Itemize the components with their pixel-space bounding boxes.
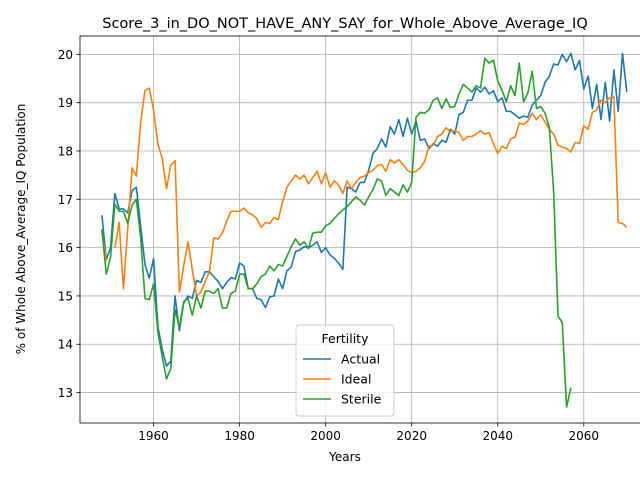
y-tick-label: 19 bbox=[58, 96, 73, 110]
series-line-ideal bbox=[101, 87, 628, 297]
x-tick-label: 2000 bbox=[310, 429, 341, 443]
y-axis-label: % of Whole Above_Average_IQ Population bbox=[14, 104, 28, 355]
y-tick-label: 16 bbox=[58, 241, 73, 255]
x-tick-label: 1960 bbox=[138, 429, 169, 443]
grid bbox=[80, 36, 640, 423]
plot-frame bbox=[79, 35, 640, 424]
x-tick-label: 2060 bbox=[569, 429, 600, 443]
series-line-actual bbox=[101, 52, 628, 367]
y-tick-label: 14 bbox=[58, 338, 73, 352]
x-tick-label: 2040 bbox=[482, 429, 513, 443]
x-axis-label: Years bbox=[328, 450, 361, 464]
x-axis: 1960 1980 2000 2020 2040 2060 bbox=[138, 423, 599, 443]
series-line-sterile bbox=[101, 57, 572, 408]
legend-title: Fertility bbox=[322, 331, 370, 346]
y-tick-label: 20 bbox=[58, 48, 73, 62]
chart-title: Score_3_in_DO_NOT_HAVE_ANY_SAY_for_Whole… bbox=[102, 16, 588, 32]
legend-box bbox=[295, 324, 395, 417]
x-tick-label: 1980 bbox=[224, 429, 255, 443]
legend-label-sterile: Sterile bbox=[341, 392, 382, 407]
y-axis: 13 14 15 16 17 18 19 20 bbox=[58, 48, 80, 400]
x-tick-label: 2020 bbox=[396, 429, 427, 443]
legend: Fertility Actual Ideal Sterile bbox=[295, 324, 395, 417]
y-tick-label: 17 bbox=[58, 193, 73, 207]
series-layer bbox=[101, 52, 628, 408]
legend-label-actual: Actual bbox=[341, 352, 380, 367]
legend-label-ideal: Ideal bbox=[341, 372, 371, 387]
y-tick-label: 15 bbox=[58, 289, 73, 303]
y-tick-label: 13 bbox=[58, 386, 73, 400]
y-tick-label: 18 bbox=[58, 144, 73, 158]
